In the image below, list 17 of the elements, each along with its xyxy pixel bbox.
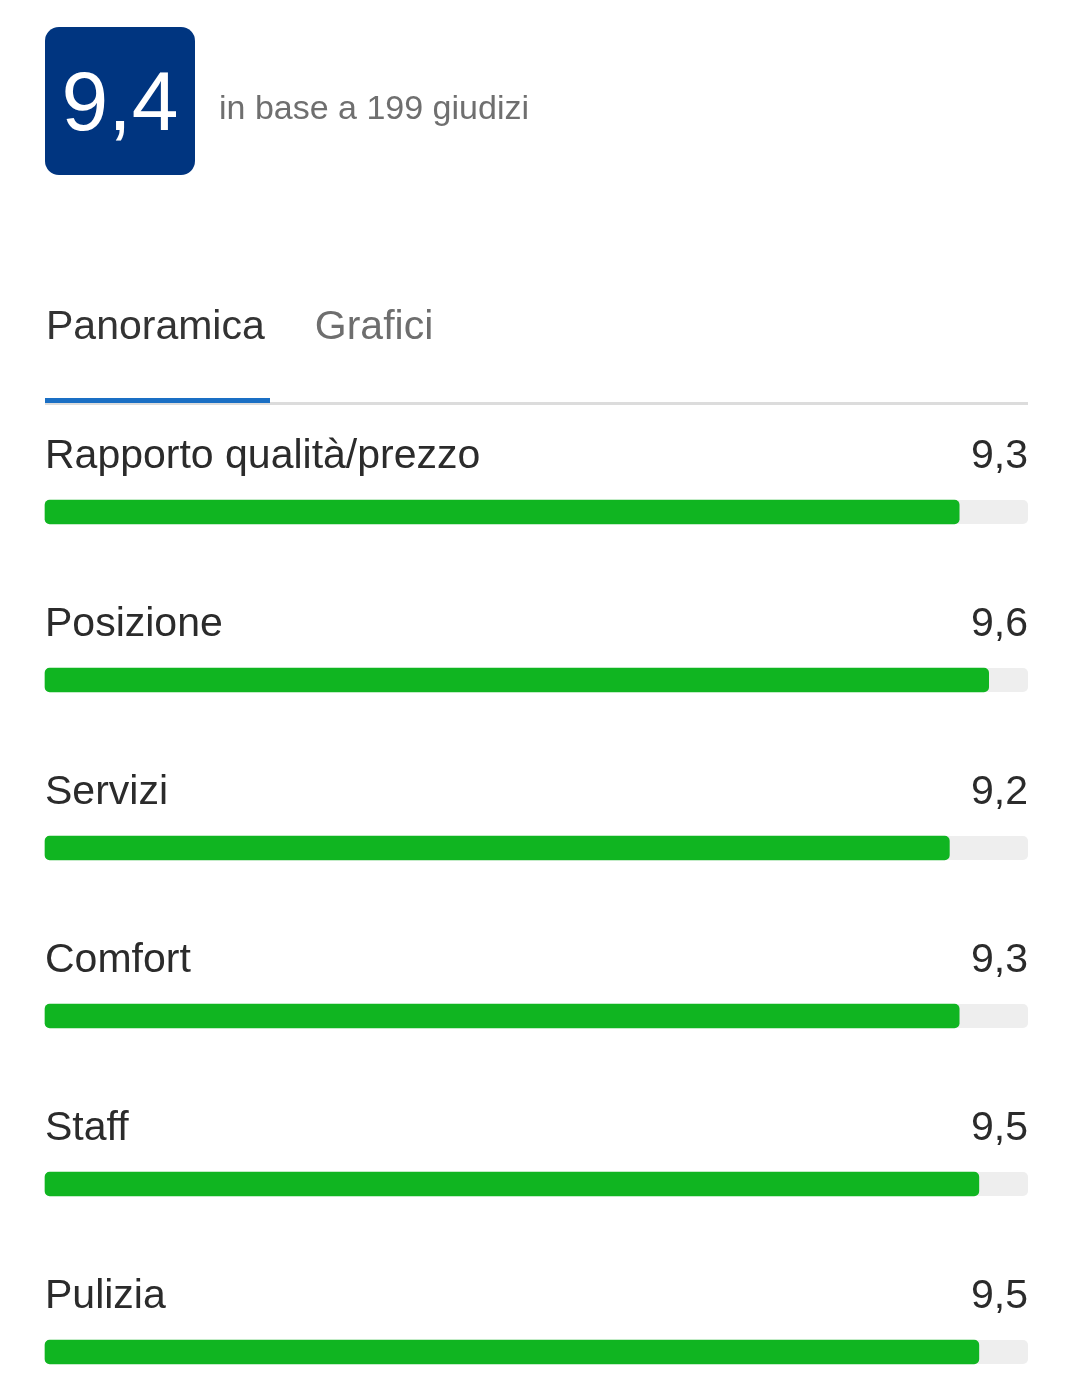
score-badge: 9,4 <box>45 27 195 175</box>
data-label: 9,6 <box>971 599 1028 646</box>
chart-title: 9,4 <box>61 54 179 148</box>
y-tick-label: Servizi <box>45 767 169 814</box>
data-label: 9,3 <box>971 431 1028 478</box>
y-tick-label: Staff <box>45 1103 130 1150</box>
y-tick-label: Posizione <box>45 599 223 646</box>
y-tick-label: Pulizia <box>45 1271 166 1318</box>
y-tick-label: Comfort <box>45 935 192 982</box>
chart-subtitle: in base a 199 giudizi <box>219 87 530 127</box>
data-label: 9,2 <box>971 767 1028 814</box>
data-label: 9,3 <box>971 935 1028 982</box>
text: Grafici <box>314 301 434 350</box>
text: Panoramica <box>46 301 265 350</box>
y-tick-label: Rapporto qualità/prezzo <box>45 431 481 478</box>
data-label: 9,5 <box>971 1103 1028 1150</box>
data-label: 9,5 <box>971 1271 1028 1318</box>
